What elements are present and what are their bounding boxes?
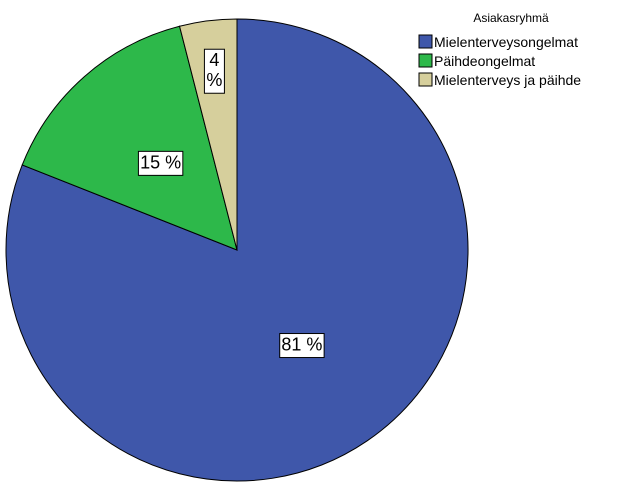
data-label-2: 15 % (137, 150, 184, 176)
data-label-1: 81 % (279, 333, 325, 359)
pie-slices (5, 18, 469, 482)
data-label-box (137, 150, 184, 176)
legend-items: Mielenterveysongelmat Päihdeongelmat Miele… (418, 34, 581, 88)
legend-swatch-2 (418, 53, 433, 68)
data-label-text: 4% (206, 50, 222, 90)
legend-label-2: Päihdeongelmat (434, 53, 535, 69)
pie-data-labels: 81 % 15 % 4% (137, 48, 325, 359)
data-label-3: 4% (203, 48, 225, 94)
data-label-text: 15 % (140, 152, 181, 172)
legend-swatch-3 (418, 72, 433, 87)
legend-swatch-1 (418, 34, 433, 49)
legend-label-1: Mielenterveysongelmat (434, 34, 578, 50)
legend-title: Asiakasryhmä (473, 11, 549, 25)
legend-label-3: Mielenterveys ja päihde (434, 72, 581, 88)
data-label-box (279, 333, 325, 359)
pie-slice-1 (5, 18, 469, 482)
data-label-text: 81 % (281, 335, 322, 355)
data-label-box (203, 48, 225, 94)
legend: Asiakasryhmä Mielenterveysongelmat Päihde… (418, 11, 581, 88)
pie-slice-2 (21, 25, 238, 251)
